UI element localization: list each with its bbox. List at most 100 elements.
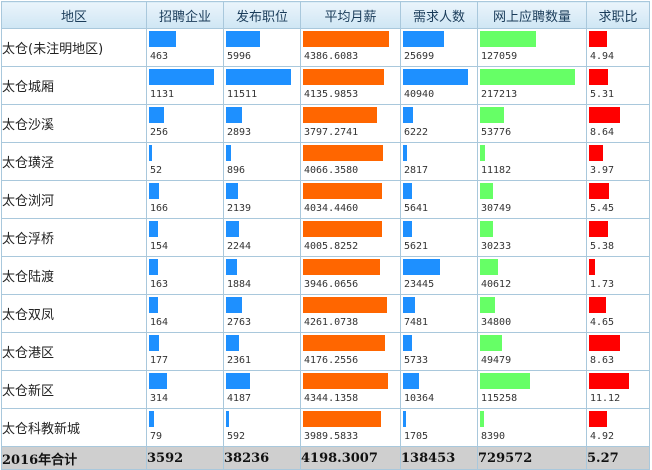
bar-avg-salary <box>303 183 382 199</box>
cell-companies: 52 <box>146 142 224 181</box>
cell-ratio: 5.45 <box>586 180 650 219</box>
value-companies: 164 <box>150 317 169 328</box>
bar-demand <box>403 259 440 275</box>
value-applications: 49479 <box>481 355 512 366</box>
cell-applications: 127059 <box>477 28 587 67</box>
table-row[interactable]: 太仓璜泾 52 896 4066.3580 2817 11182 3.97 <box>1 142 650 181</box>
cell-positions: 5996 <box>223 28 301 67</box>
region-name: 太仓(未注明地区) <box>1 28 147 67</box>
bar-ratio <box>589 335 620 351</box>
table-row[interactable]: 太仓沙溪 256 2893 3797.2741 6222 53776 8.64 <box>1 104 650 143</box>
cell-applications: 11182 <box>477 142 587 181</box>
region-name: 太仓陆渡 <box>1 256 147 295</box>
bar-positions <box>226 183 238 199</box>
table-row[interactable]: 太仓新区 314 4187 4344.1358 10364 115258 11.12 <box>1 370 650 409</box>
cell-companies: 177 <box>146 332 224 371</box>
cell-demand: 5621 <box>400 218 478 257</box>
value-demand: 1705 <box>404 431 429 442</box>
cell-positions: 1884 <box>223 256 301 295</box>
col-header-positions[interactable]: 发布职位 <box>223 1 301 29</box>
table-row[interactable]: 太仓浏河 166 2139 4034.4460 5641 30749 5.45 <box>1 180 650 219</box>
value-applications: 34800 <box>481 317 512 328</box>
value-applications: 127059 <box>481 51 518 62</box>
value-companies: 314 <box>150 393 169 404</box>
table-body: 太仓(未注明地区) 463 5996 4386.6083 25699 127059 4.94… <box>1 28 650 447</box>
bar-positions <box>226 259 237 275</box>
table-row[interactable]: 太仓陆渡 163 1884 3946.0656 23445 40612 1.73 <box>1 256 650 295</box>
bar-demand <box>403 31 444 47</box>
cell-positions: 2361 <box>223 332 301 371</box>
region-name: 太仓浏河 <box>1 180 147 219</box>
bar-applications <box>480 297 495 313</box>
value-demand: 6222 <box>404 127 429 138</box>
cell-demand: 7481 <box>400 294 478 333</box>
bar-companies <box>149 259 158 275</box>
value-avg-salary: 3989.5833 <box>304 431 359 442</box>
table-row[interactable]: 太仓(未注明地区) 463 5996 4386.6083 25699 127059 4.94 <box>1 28 650 67</box>
table-row[interactable]: 太仓科教新城 79 592 3989.5833 1705 8390 4.92 <box>1 408 650 447</box>
value-companies: 463 <box>150 51 169 62</box>
bar-avg-salary <box>303 31 389 47</box>
value-demand: 23445 <box>404 279 435 290</box>
bar-ratio <box>589 373 629 389</box>
total-avg-salary: 4198.3007 <box>300 446 401 470</box>
cell-demand: 25699 <box>400 28 478 67</box>
value-demand: 2817 <box>404 165 429 176</box>
table-row[interactable]: 太仓双凤 164 2763 4261.0738 7481 34800 4.65 <box>1 294 650 333</box>
cell-ratio: 4.94 <box>586 28 650 67</box>
value-positions: 896 <box>227 165 246 176</box>
cell-companies: 314 <box>146 370 224 409</box>
bar-ratio <box>589 297 606 313</box>
bar-positions <box>226 373 250 389</box>
bar-companies <box>149 31 176 47</box>
cell-positions: 896 <box>223 142 301 181</box>
value-avg-salary: 4176.2556 <box>304 355 359 366</box>
bar-avg-salary <box>303 411 381 427</box>
cell-positions: 2763 <box>223 294 301 333</box>
value-companies: 52 <box>150 165 163 176</box>
value-positions: 5996 <box>227 51 252 62</box>
total-ratio: 5.27 <box>586 446 650 470</box>
table-row[interactable]: 太仓浮桥 154 2244 4005.8252 5621 30233 5.38 <box>1 218 650 257</box>
cell-companies: 1131 <box>146 66 224 105</box>
col-header-ratio[interactable]: 求职比 <box>586 1 650 29</box>
bar-companies <box>149 335 159 351</box>
total-positions: 38236 <box>223 446 301 470</box>
bar-avg-salary <box>303 69 384 85</box>
bar-demand <box>403 183 412 199</box>
bar-avg-salary <box>303 335 385 351</box>
cell-positions: 4187 <box>223 370 301 409</box>
cell-companies: 166 <box>146 180 224 219</box>
value-avg-salary: 3797.2741 <box>304 127 359 138</box>
value-demand: 10364 <box>404 393 435 404</box>
bar-companies <box>149 373 167 389</box>
cell-ratio: 3.97 <box>586 142 650 181</box>
bar-companies <box>149 183 159 199</box>
value-avg-salary: 4261.0738 <box>304 317 359 328</box>
col-header-region[interactable]: 地区 <box>1 1 147 29</box>
bar-applications <box>480 107 504 123</box>
value-positions: 4187 <box>227 393 252 404</box>
col-header-companies[interactable]: 招聘企业 <box>146 1 224 29</box>
cell-avg-salary: 4066.3580 <box>300 142 401 181</box>
value-demand: 7481 <box>404 317 429 328</box>
bar-demand <box>403 107 413 123</box>
bar-avg-salary <box>303 221 382 237</box>
table-row[interactable]: 太仓港区 177 2361 4176.2556 5733 49479 8.63 <box>1 332 650 371</box>
region-name: 太仓双凤 <box>1 294 147 333</box>
cell-avg-salary: 4344.1358 <box>300 370 401 409</box>
value-ratio: 1.73 <box>590 279 615 290</box>
col-header-demand[interactable]: 需求人数 <box>400 1 478 29</box>
col-header-applications[interactable]: 网上应聘数量 <box>477 1 587 29</box>
bar-positions <box>226 145 231 161</box>
table-row[interactable]: 太仓城厢 1131 11511 4135.9853 40940 217213 5.31 <box>1 66 650 105</box>
cell-demand: 1705 <box>400 408 478 447</box>
col-header-avg-salary[interactable]: 平均月薪 <box>300 1 401 29</box>
cell-applications: 115258 <box>477 370 587 409</box>
bar-demand <box>403 411 406 427</box>
value-ratio: 3.97 <box>590 165 615 176</box>
value-demand: 5641 <box>404 203 429 214</box>
cell-ratio: 8.64 <box>586 104 650 143</box>
bar-demand <box>403 221 412 237</box>
bar-avg-salary <box>303 145 383 161</box>
